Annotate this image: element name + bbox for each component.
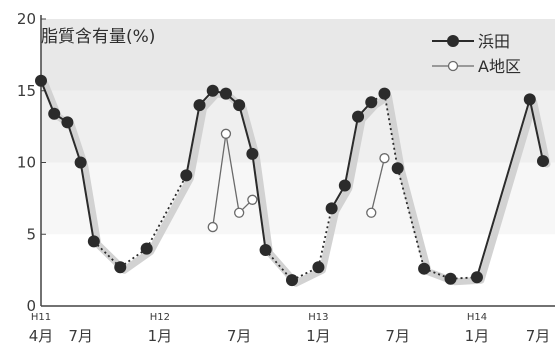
series-hamada-segment (264, 249, 293, 281)
series-hamada-segment (93, 240, 121, 268)
x-tick-label-6: 1月 (465, 327, 490, 345)
series-hamada-point (87, 235, 100, 248)
y-tick-label-10: 10 (17, 154, 36, 172)
series-hamada-segment (475, 99, 531, 278)
x-tick-label-1: 7月 (68, 327, 93, 345)
x-tick-label-7: 7月 (526, 327, 551, 345)
series-hamada-point (140, 242, 153, 255)
series-hamada-segment (238, 104, 254, 155)
series-a-point (366, 207, 377, 218)
series-hamada-segment (66, 122, 82, 163)
background-bands (41, 19, 555, 235)
y-tick-label-5: 5 (26, 225, 36, 243)
series-hamada-point (35, 74, 47, 87)
series-hamada-point (444, 272, 457, 285)
x-tick-label-5: 7月 (385, 327, 410, 345)
series-hamada-point (312, 261, 325, 274)
series-hamada-segment (343, 116, 360, 186)
series-hamada-point (114, 261, 127, 274)
series-hamada-point (352, 110, 365, 123)
series-hamada-point (418, 262, 431, 275)
series-lines (35, 74, 551, 287)
series-hamada-point (391, 162, 404, 175)
series-hamada-segment (251, 153, 267, 251)
series-a-point (247, 194, 258, 205)
x-era-label-0: H11 (31, 312, 51, 323)
series-hamada-point (537, 155, 549, 168)
series-hamada-point (523, 93, 536, 106)
series-hamada-point (206, 84, 219, 97)
series-hamada-point (470, 271, 483, 284)
x-tick-label-2: 1月 (148, 327, 173, 345)
series-hamada-point (74, 156, 87, 169)
x-tick-labels: H11 4月 7月 H12 1月 7月 H13 1月 7月 H14 1月 7月 (29, 312, 551, 345)
series-hamada-segment (317, 208, 333, 268)
series-a-point (220, 128, 232, 139)
legend-a-marker (447, 60, 459, 72)
legend-a-label: A地区 (478, 57, 521, 76)
series-hamada-point (259, 244, 272, 257)
series-a-line (212, 133, 253, 228)
x-tick-label-0: 4月 (29, 327, 54, 345)
band-5-10 (41, 162, 555, 235)
series-hamada-point (219, 87, 232, 100)
legend-hamada-label: 浜田 (478, 32, 510, 51)
y-tick-label-20: 20 (17, 10, 36, 28)
series-hamada-point (233, 99, 246, 112)
series-hamada-segment (79, 162, 95, 242)
series-hamada-point (338, 179, 351, 192)
series-a-line (370, 158, 386, 213)
series-hamada-point (378, 87, 391, 100)
x-era-label-4: H13 (308, 312, 328, 323)
series-hamada-segment (145, 174, 188, 250)
axes (40, 15, 555, 307)
x-era-label-2: H12 (150, 312, 170, 323)
series-hamada-segment (528, 99, 544, 162)
y-tick-label-15: 15 (17, 82, 36, 100)
series-hamada-point (286, 274, 298, 287)
series-hamada-point (365, 96, 378, 109)
x-era-label-6: H14 (467, 312, 487, 323)
series-hamada-point (325, 202, 338, 215)
x-tick-label-3: 7月 (227, 327, 252, 345)
chart-title: 脂質含有量(%) (41, 27, 155, 47)
band-15-20 (41, 19, 555, 91)
series-hamada-point (180, 169, 193, 182)
series-hamada-segment (185, 104, 201, 176)
series-a-point (379, 153, 390, 164)
legend-hamada-marker (447, 35, 459, 47)
series-hamada-point (193, 99, 206, 112)
series-hamada-segment (396, 168, 425, 269)
series-hamada-point (61, 116, 74, 129)
band-10-15 (41, 90, 555, 163)
series-hamada-point (246, 147, 259, 160)
y-tick-label-0: 0 (26, 297, 36, 315)
series-hamada-point (48, 107, 61, 120)
legend: 浜田 A地区 (432, 32, 521, 76)
series-a-point (234, 207, 245, 218)
x-tick-label-4: 1月 (306, 327, 331, 345)
series-a-point (207, 221, 218, 233)
